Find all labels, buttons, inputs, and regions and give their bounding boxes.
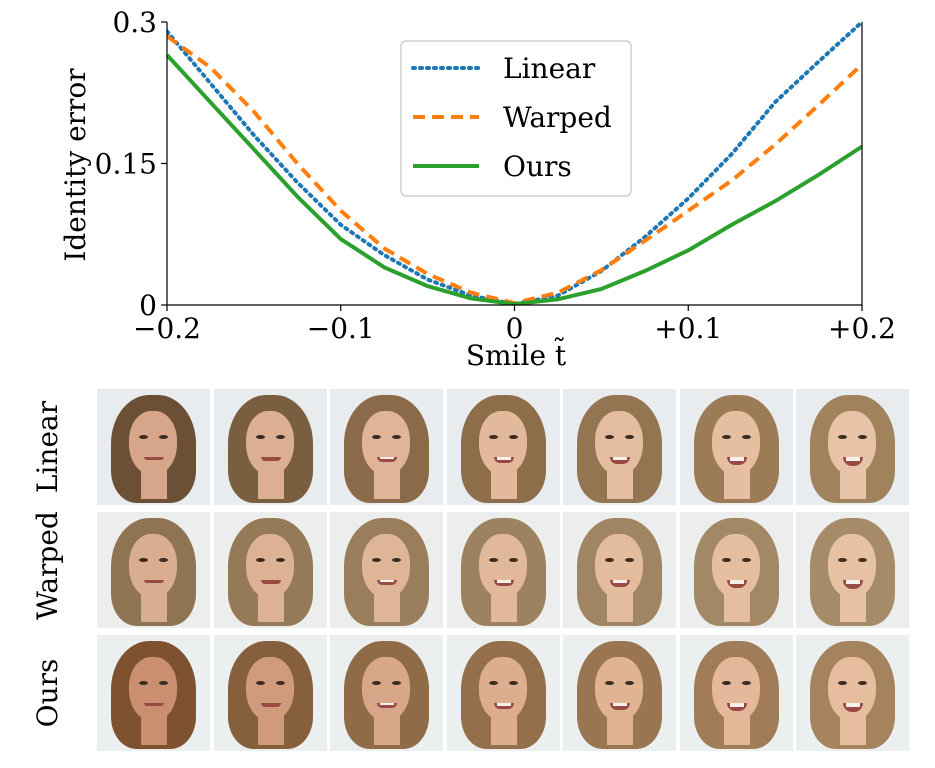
x-tick-label: −0.1 xyxy=(307,312,375,345)
face-image xyxy=(679,512,793,628)
identity-error-chart: −0.2 −0.1 0 +0.1 +0.2 0 0.15 0.3 Linear Warped Ou… xyxy=(59,6,896,372)
x-tick-label: +0.2 xyxy=(828,312,896,345)
face-image xyxy=(679,635,793,751)
legend-label-linear: Linear xyxy=(503,52,596,85)
face-image xyxy=(213,635,327,751)
face-image xyxy=(679,389,793,505)
face-image xyxy=(213,512,327,628)
series-line-ours xyxy=(167,53,862,305)
face-image xyxy=(330,512,443,628)
x-axis-label: Smile t̃ xyxy=(466,337,567,372)
face-image xyxy=(796,389,909,505)
face-image xyxy=(97,389,210,505)
x-tick-label: −0.2 xyxy=(133,312,201,345)
row-label-warped: Warped xyxy=(31,511,64,620)
face-image xyxy=(446,389,560,505)
legend-label-warped: Warped xyxy=(503,101,612,134)
legend: Linear Warped Ours xyxy=(400,40,632,197)
x-tick-label: 0 xyxy=(506,312,524,345)
y-tick-label: 0 xyxy=(139,289,157,322)
legend-box xyxy=(400,40,632,197)
face-image xyxy=(330,389,443,505)
legend-label-ours: Ours xyxy=(503,150,572,183)
face-image xyxy=(446,512,560,628)
face-image xyxy=(796,512,909,628)
face-image xyxy=(97,512,210,628)
face-image xyxy=(97,635,210,751)
axes: −0.2 −0.1 0 +0.1 +0.2 0 0.15 0.3 xyxy=(95,6,896,345)
face-image xyxy=(563,389,676,505)
face-image-grid: Linear Warped Ours xyxy=(0,380,935,768)
row-label-linear: Linear xyxy=(31,400,64,494)
face-image xyxy=(563,512,676,628)
plot-area xyxy=(167,22,862,305)
face-image xyxy=(213,389,327,505)
y-tick-label: 0.15 xyxy=(95,148,157,181)
face-image xyxy=(446,635,560,751)
y-axis-label: Identity error xyxy=(59,68,92,262)
x-tick-label: +0.1 xyxy=(654,312,722,345)
row-label-ours: Ours xyxy=(31,658,64,728)
y-tick-label: 0.3 xyxy=(112,6,157,39)
face-image xyxy=(796,635,909,751)
face-image xyxy=(330,635,443,751)
face-image xyxy=(563,635,676,751)
